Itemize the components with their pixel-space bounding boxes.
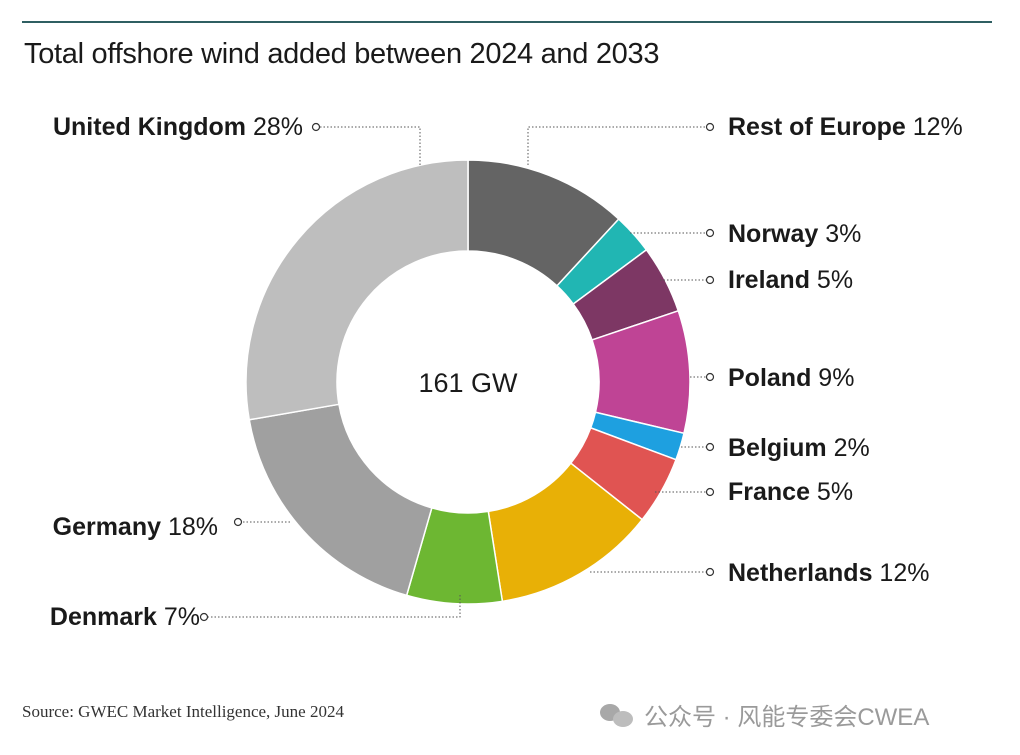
slice-label-name: France [728,478,810,506]
slice-label-name: United Kingdom [53,113,246,141]
slice-label: France 5% [728,478,853,506]
leader-line [320,126,421,165]
leader-marker [311,122,321,132]
slice-label-pct: 9% [811,364,854,392]
watermark-text: 公众号 · 风能专委会CWEA [644,704,930,731]
slice-label: Poland 9% [728,364,854,392]
slice-label-name: Poland [728,364,811,392]
slice-label-name: Rest of Europe [728,113,906,141]
slice-label-name: Netherlands [728,559,872,587]
leader-lines [199,122,715,622]
slice-germany [248,403,433,597]
leader-marker [705,442,715,452]
source-note: Source: GWEC Market Intelligence, June 2… [22,702,344,721]
donut-slices [245,159,691,605]
slice-label-pct: 5% [810,478,853,506]
leader-marker [705,487,715,497]
leader-marker [705,567,715,577]
watermark: 公众号 · 风能专委会CWEA [600,697,929,732]
slice-label: Belgium 2% [728,434,870,462]
slice-label: Germany 18% [53,513,218,541]
slice-label-name: Belgium [728,434,827,462]
leader-marker [705,122,715,132]
slice-label: United Kingdom 28% [53,113,303,141]
slice-label-pct: 3% [818,220,861,248]
leader-line [527,126,706,165]
slice-label-pct: 12% [906,113,963,141]
slice-label-pct: 18% [161,513,218,541]
slice-label-pct: 28% [246,113,303,141]
slice-label: Denmark 7% [50,603,200,631]
slice-label-name: Denmark [50,603,157,631]
slice-label-pct: 7% [157,603,200,631]
slice-label-pct: 12% [872,559,929,587]
leader-marker [705,372,715,382]
slice-label-name: Ireland [728,266,810,294]
slice-label-name: Norway [728,220,818,248]
slice-label: Norway 3% [728,220,861,248]
leader-line [208,595,461,618]
leader-marker [233,517,243,527]
slice-label-name: Germany [53,513,161,541]
chart-title: Total offshore wind added between 2024 a… [24,38,660,70]
center-label: 161 GW [418,368,518,398]
leader-marker [705,275,715,285]
slice-label: Rest of Europe 12% [728,113,963,141]
leader-marker [199,612,209,622]
slice-label-pct: 2% [827,434,870,462]
slice-labels: Rest of Europe 12% Norway 3% Ireland 5% Pol… [50,113,963,631]
slice-united-kingdom [245,159,469,421]
slice-label-pct: 5% [810,266,853,294]
wechat-icon [600,702,634,728]
leader-marker [705,228,715,238]
slice-label: Netherlands 12% [728,559,929,587]
slice-label: Ireland 5% [728,266,853,294]
top-rule [22,21,992,23]
